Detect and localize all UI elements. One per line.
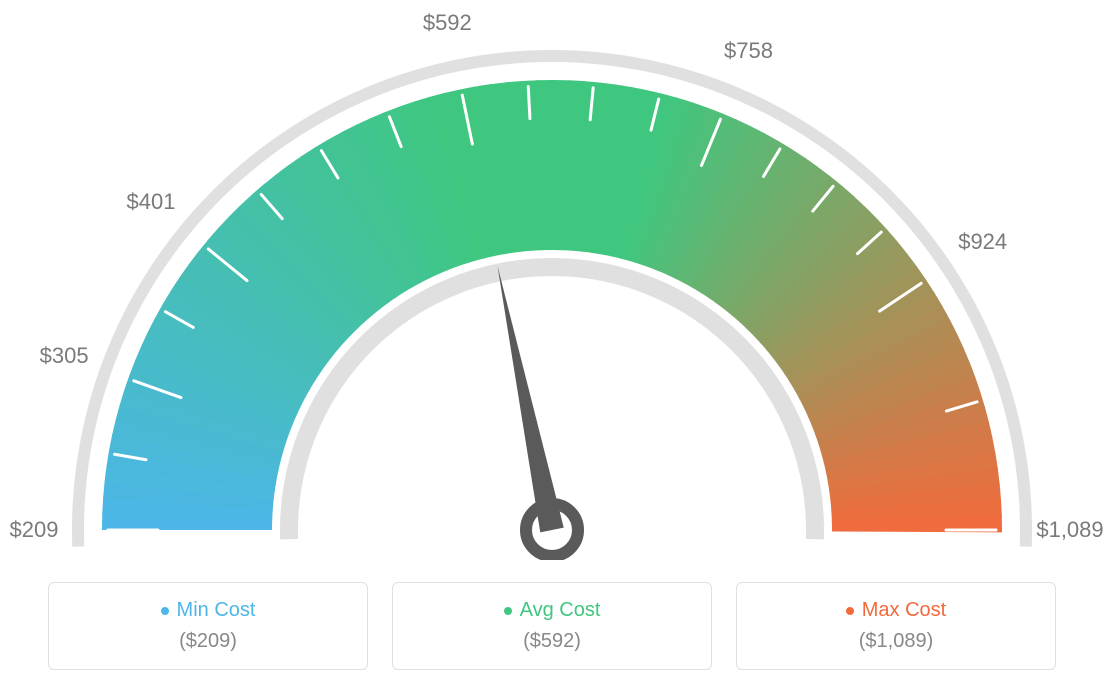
legend-max-text: Max Cost — [862, 599, 946, 622]
gauge-tick-label: $305 — [40, 343, 89, 369]
legend-max-value: ($1,089) — [737, 630, 1055, 653]
legend-avg-label: Avg Cost — [504, 599, 601, 622]
legend-row: Min Cost ($209) Avg Cost ($592) Max Cost… — [0, 582, 1104, 670]
legend-avg-value: ($592) — [393, 630, 711, 653]
legend-max-label: Max Cost — [846, 599, 946, 622]
legend-min-text: Min Cost — [177, 599, 256, 622]
gauge-tick-label: $209 — [10, 517, 59, 543]
dot-icon — [846, 607, 854, 615]
dot-icon — [504, 607, 512, 615]
legend-avg-text: Avg Cost — [520, 599, 601, 622]
gauge-chart: $209 $305 $401 $592 $758 $924 $1,089 — [0, 0, 1104, 560]
legend-card-avg: Avg Cost ($592) — [392, 582, 712, 670]
gauge-tick-label: $758 — [724, 38, 773, 64]
gauge-tick-label: $1,089 — [1036, 517, 1103, 543]
legend-min-label: Min Cost — [161, 599, 256, 622]
legend-min-value: ($209) — [49, 630, 367, 653]
gauge-tick-label: $924 — [958, 229, 1007, 255]
legend-card-max: Max Cost ($1,089) — [736, 582, 1056, 670]
dot-icon — [161, 607, 169, 615]
gauge-tick-label: $592 — [423, 10, 472, 36]
legend-card-min: Min Cost ($209) — [48, 582, 368, 670]
gauge-tick-label: $401 — [127, 189, 176, 215]
